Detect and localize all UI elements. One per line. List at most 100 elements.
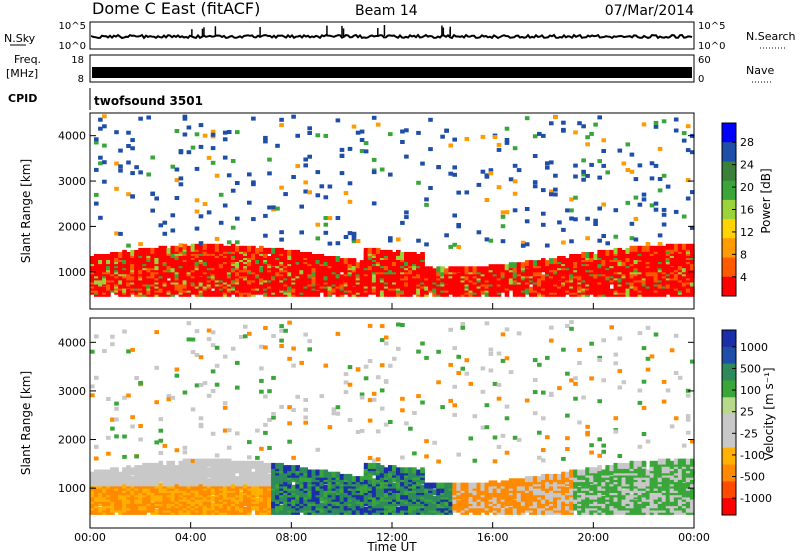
range-gate-cell [404,260,409,267]
range-gate-cell [432,482,437,489]
range-gate-cell [94,495,99,502]
range-gate-cell [158,438,164,443]
range-gate-cell [255,497,260,504]
range-gate-cell [492,135,498,139]
range-gate-cell [259,460,264,467]
range-gate-cell [428,276,433,283]
range-gate-cell [408,491,413,498]
range-gate-cell [206,478,212,485]
range-gate-cell [553,187,558,192]
range-gate-cell [174,288,180,295]
range-gate-cell [114,252,119,258]
range-gate-cell [214,453,220,458]
range-gate-cell [170,213,176,218]
range-gate-cell [371,157,377,162]
nsearch-tick-top: 10^5 [698,21,725,32]
range-gate-cell [593,286,598,293]
range-gate-cell [102,278,107,285]
range-gate-cell [444,284,449,291]
range-gate-cell [170,164,176,169]
range-gate-cell [408,252,413,258]
range-gate-cell [488,264,494,271]
range-gate-cell [134,249,139,256]
range-gate-cell [174,129,180,133]
range-gate-cell [142,284,147,291]
range-gate-cell [371,391,377,396]
range-gate-cell [645,245,651,252]
range-gate-cell [178,465,184,472]
range-gate-cell [235,262,240,269]
range-gate-cell [363,462,369,469]
range-gate-cell [347,231,353,236]
range-gate-cell [464,190,470,195]
range-gate-cell [690,190,695,195]
range-gate-cell [371,247,377,254]
range-gate-cell [685,148,691,153]
range-gate-cell [561,276,566,283]
range-gate-cell [388,236,393,241]
range-gate-cell [94,254,99,260]
range-gate-cell [573,262,578,269]
range-gate-cell [359,129,365,134]
range-gate-cell [243,506,248,513]
range-gate-cell [247,172,252,177]
range-gate-cell [681,131,687,136]
range-gate-cell [98,469,103,476]
range-gate-cell [581,177,586,182]
range-gate-cell [263,478,268,485]
range-gate-cell [343,504,349,511]
range-gate-cell [383,487,389,493]
range-gate-cell [379,363,385,368]
range-gate-cell [553,173,558,178]
range-gate-cell [134,276,139,283]
range-gate-cell [166,478,172,485]
range-gate-cell [440,487,445,493]
range-gate-cell [464,371,470,376]
range-gate-cell [126,192,131,197]
range-gate-cell [106,264,111,271]
range-gate-cell [174,272,180,279]
range-gate-cell [186,321,192,326]
range-gate-cell [222,155,228,160]
range-gate-cell [299,252,304,258]
range-gate-cell [311,484,317,491]
range-gate-cell [335,331,341,336]
range-gate-cell [146,266,151,273]
range-gate-cell [432,504,437,511]
range-gate-cell [512,179,518,184]
range-gate-cell [94,192,99,197]
range-gate-cell [222,354,228,359]
range-gate-cell [388,504,393,511]
range-gate-cell [198,416,204,421]
range-gate-cell [404,421,409,426]
range-gate-cell [524,219,530,224]
range-gate-cell [190,145,196,150]
range-gate-cell [255,247,260,254]
range-gate-cell [166,247,172,254]
range-gate-cell [464,274,470,281]
range-gate-cell [186,245,192,252]
range-gate-cell [541,222,546,227]
range-gate-cell [661,264,667,271]
range-gate-cell [408,467,413,474]
range-gate-cell [681,266,687,273]
range-gate-cell [396,322,401,327]
range-gate-cell [500,239,506,244]
range-gate-cell [327,256,333,262]
range-gate-cell [629,236,635,241]
range-gate-cell [388,471,393,478]
range-gate-cell [146,172,151,177]
range-gate-cell [408,282,413,289]
range-gate-cell [512,290,518,297]
range-gate-cell [512,191,518,196]
range-gate-cell [275,143,280,148]
range-gate-cell [323,260,329,267]
range-gate-cell [98,126,103,131]
range-gate-cell [106,282,111,289]
range-gate-cell [202,495,208,502]
range-gate-cell [194,198,200,203]
range-gate-cell [569,272,574,279]
freq-tick-top: 18 [71,55,84,66]
range-gate-cell [690,243,695,250]
